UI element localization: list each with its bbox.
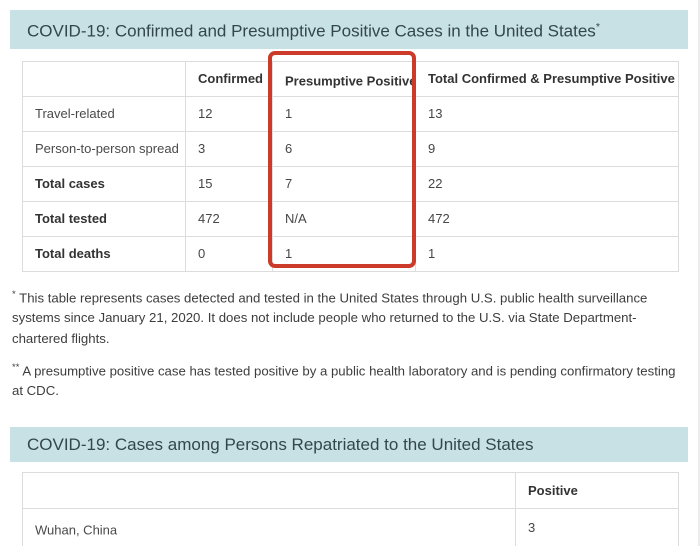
- section-header-us-cases: COVID-19: Confirmed and Presumptive Posi…: [10, 10, 688, 49]
- cell-presumptive: 6: [272, 130, 416, 167]
- table-row-total-deaths: Total deaths 0 1 1: [22, 235, 679, 272]
- footnote-surveillance: * This table represents cases detected a…: [12, 288, 686, 349]
- column-header-presumptive-positive: Presumptive Positive**: [272, 60, 416, 97]
- column-header-total: Total Confirmed & Presumptive Positive: [415, 60, 679, 97]
- title-superscript: *: [595, 21, 600, 33]
- column-header-confirmed: Confirmed: [185, 60, 273, 97]
- section-title-repatriated: COVID-19: Cases among Persons Repatriate…: [27, 435, 534, 455]
- cell-total: 9: [415, 130, 679, 167]
- us-cases-table-wrapper: Confirmed Presumptive Positive** Total C…: [22, 50, 679, 272]
- row-label: Person-to-person spread: [22, 130, 186, 167]
- cell-presumptive: N/A: [272, 200, 416, 237]
- column-header-label: Positive: [528, 483, 578, 499]
- column-header-label: Confirmed: [198, 71, 263, 87]
- cell-total: 472: [415, 200, 679, 237]
- column-header-label: Presumptive Positive: [285, 72, 416, 88]
- cell-confirmed: 3: [185, 130, 273, 167]
- cell-presumptive: 1: [272, 235, 416, 272]
- table-row-travel-related: Travel-related 12 1 13: [22, 95, 679, 132]
- footnote-marker: **: [12, 361, 20, 373]
- row-label: Wuhan, China: [22, 508, 516, 546]
- table-row-person-to-person: Person-to-person spread 3 6 9: [22, 130, 679, 167]
- cell-total: 22: [415, 165, 679, 202]
- footnote-marker: *: [12, 288, 16, 300]
- cell-total: 1: [415, 235, 679, 272]
- section-us-cases: COVID-19: Confirmed and Presumptive Posi…: [0, 10, 698, 401]
- header-row: Confirmed Presumptive Positive** Total C…: [22, 60, 679, 97]
- cell-positive: 3: [515, 508, 679, 546]
- column-header-blank: [22, 472, 516, 510]
- us-cases-table: Confirmed Presumptive Positive** Total C…: [22, 60, 679, 272]
- cell-total: 13: [415, 95, 679, 132]
- header-row: Positive: [22, 472, 679, 510]
- table-row-total-tested: Total tested 472 N/A 472: [22, 200, 679, 237]
- column-header-positive: Positive: [515, 472, 679, 510]
- row-label-text: Wuhan, China: [35, 522, 118, 538]
- cell-confirmed: 15: [185, 165, 273, 202]
- row-label: Total cases: [22, 165, 186, 202]
- section-title-us-cases: COVID-19: Confirmed and Presumptive Posi…: [27, 21, 596, 41]
- table-row-wuhan: Wuhan, China 3: [22, 508, 679, 546]
- repatriated-table-wrapper: Positive Wuhan, China 3 Diamond Princess…: [22, 472, 679, 546]
- row-label: Total deaths: [22, 235, 186, 272]
- section-header-repatriated: COVID-19: Cases among Persons Repatriate…: [10, 427, 688, 463]
- cell-presumptive: 7: [272, 165, 416, 202]
- row-label: Total tested: [22, 200, 186, 237]
- cell-confirmed: 12: [185, 95, 273, 132]
- footnote-text: A presumptive positive case has tested p…: [12, 362, 676, 399]
- footnote-presumptive-definition: ** A presumptive positive case has teste…: [12, 361, 686, 402]
- cell-confirmed: 472: [185, 200, 273, 237]
- cell-presumptive: 1: [272, 95, 416, 132]
- repatriated-table: Positive Wuhan, China 3 Diamond Princess…: [22, 472, 679, 546]
- footnote-text: This table represents cases detected and…: [12, 290, 648, 346]
- cell-confirmed: 0: [185, 235, 273, 272]
- column-header-blank: [22, 60, 186, 97]
- row-label: Travel-related: [22, 95, 186, 132]
- section-repatriated: COVID-19: Cases among Persons Repatriate…: [0, 427, 698, 546]
- table-row-total-cases: Total cases 15 7 22: [22, 165, 679, 202]
- column-header-label: Total Confirmed & Presumptive Positive: [428, 71, 675, 87]
